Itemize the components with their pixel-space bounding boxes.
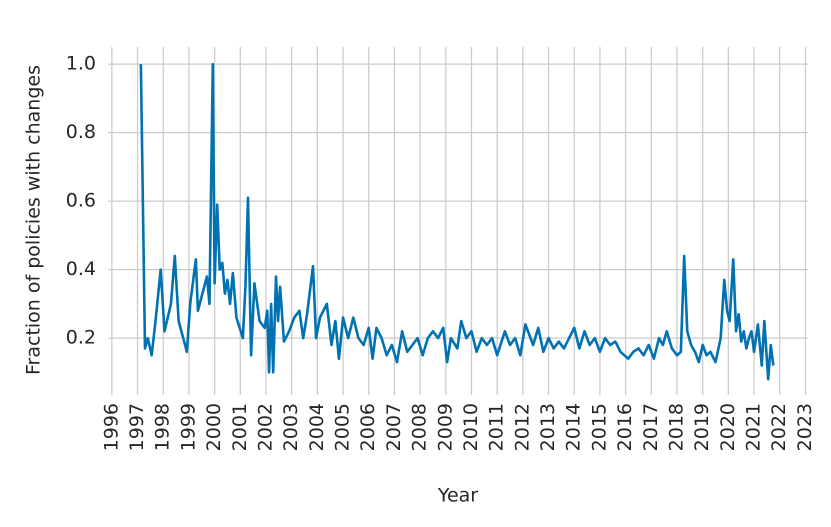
y-tick-label: 0.8: [66, 121, 96, 143]
x-tick-label: 2002: [254, 403, 276, 451]
x-tick-label: 2017: [640, 403, 662, 451]
x-tick-label: 2013: [537, 403, 559, 451]
x-tick-label: 1999: [177, 403, 199, 451]
x-tick-label: 2012: [511, 403, 533, 451]
x-tick-label: 2016: [614, 403, 636, 451]
x-tick-label: 2005: [332, 403, 354, 451]
x-tick-label: 2014: [563, 403, 585, 451]
x-tick-label: 2011: [486, 403, 508, 451]
y-tick-label: 1.0: [66, 53, 96, 75]
line-series: [139, 62, 775, 381]
y-tick-label: 0.6: [66, 190, 96, 212]
x-tick-label: 2019: [691, 403, 713, 451]
x-tick-label: 2009: [434, 403, 456, 451]
x-tick-label: 2020: [717, 403, 739, 451]
x-tick-label: 2023: [794, 403, 816, 451]
x-tick-label: 2008: [409, 403, 431, 451]
y-axis-label: Fraction of policies with changes: [23, 65, 45, 375]
x-tick-label: 2006: [357, 403, 379, 451]
x-tick-label: 1996: [100, 403, 122, 451]
x-tick-label: 1998: [152, 403, 174, 451]
x-tick-label: 2010: [460, 403, 482, 451]
x-axis-label: Year: [437, 485, 478, 507]
x-tick-label: 2018: [665, 403, 687, 451]
y-tick-label: 0.2: [66, 327, 96, 349]
x-tick-label: 2007: [383, 403, 405, 451]
y-tick-label: 0.4: [66, 258, 96, 280]
x-tick-label: 2003: [280, 403, 302, 451]
x-tick-label: 2000: [203, 403, 225, 451]
x-tick-label: 2004: [306, 403, 328, 451]
x-tick-label: 2021: [743, 403, 765, 451]
x-tick-label: 1997: [126, 403, 148, 451]
x-tick-label: 2015: [588, 403, 610, 451]
x-tick-label: 2022: [768, 403, 790, 451]
x-tick-label: 2001: [229, 403, 251, 451]
